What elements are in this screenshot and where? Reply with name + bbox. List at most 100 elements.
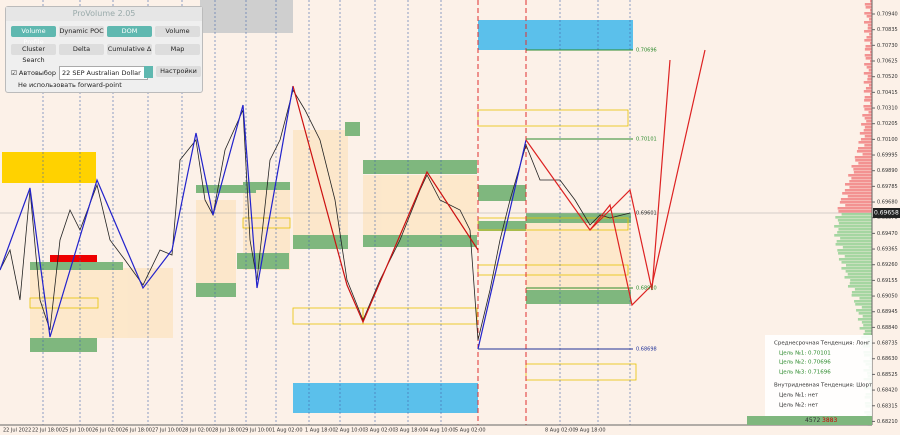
price-label: 0.68210 <box>877 419 898 425</box>
profile-bar <box>851 291 872 294</box>
price-label: 0.68945 <box>877 309 898 315</box>
profile-bar <box>865 87 872 90</box>
tool-button[interactable]: Delta <box>59 44 104 55</box>
profile-bar <box>869 33 872 36</box>
price-label: 0.69680 <box>877 200 898 206</box>
profile-bar <box>869 18 872 21</box>
profile-bar <box>844 189 872 192</box>
profile-bar <box>857 318 872 321</box>
settings-button[interactable]: Настройки <box>156 66 201 77</box>
tool-button[interactable]: Dynamic POC <box>59 26 104 37</box>
price-label: 0.69575 <box>877 215 898 221</box>
profile-bar <box>865 45 872 48</box>
profile-bar <box>842 246 872 249</box>
profile-bar <box>838 258 872 261</box>
profile-bar <box>863 129 872 132</box>
volume-bar <box>747 416 872 425</box>
time-label: 3 Aug 02:00 <box>365 428 396 434</box>
price-label: 0.69365 <box>877 247 898 253</box>
profile-bar <box>863 72 872 75</box>
profile-bar <box>838 228 872 231</box>
tool-button[interactable]: Cumulative Δ <box>107 44 152 55</box>
profile-bar <box>851 294 872 297</box>
profile-bar <box>849 180 872 183</box>
price-label: 0.68630 <box>877 356 898 362</box>
profile-bar <box>868 84 872 87</box>
price-label: 0.70520 <box>877 74 898 80</box>
profile-bar <box>847 285 872 288</box>
time-label: 22 Jul 2022 <box>3 428 31 434</box>
profile-bar <box>864 39 872 42</box>
price-path <box>0 88 631 341</box>
profile-bar <box>868 111 872 114</box>
profile-bar <box>864 12 872 15</box>
profile-bar <box>861 321 872 324</box>
profile-bar <box>861 306 872 309</box>
price-label: 0.70310 <box>877 106 898 112</box>
profile-bar <box>840 237 872 240</box>
tool-button[interactable]: Volume Profile <box>11 26 56 46</box>
profile-bar <box>867 27 872 30</box>
profile-bar <box>847 273 872 276</box>
time-label: 27 Jul 10:00 <box>152 428 182 434</box>
profile-bar <box>870 51 872 54</box>
dropdown-arrow[interactable] <box>144 66 153 78</box>
time-label: 26 Jul 18:00 <box>122 428 152 434</box>
profile-bar <box>870 42 872 45</box>
price-label: 0.70730 <box>877 43 898 49</box>
profile-bar <box>865 6 872 9</box>
profile-bar <box>856 150 872 153</box>
profile-bar <box>854 156 872 159</box>
price-label: 0.69260 <box>877 262 898 268</box>
time-label: 26 Jul 02:00 <box>92 428 122 434</box>
profile-bar <box>859 132 872 135</box>
time-label: 5 Aug 02:00 <box>455 428 486 434</box>
profile-bar <box>863 333 872 336</box>
profile-bar <box>841 261 872 264</box>
profile-bar <box>866 15 872 18</box>
price-label: 0.68315 <box>877 403 898 409</box>
profile-bar <box>859 327 872 330</box>
profile-bar <box>864 135 872 138</box>
price-label: 0.70100 <box>877 137 898 143</box>
tool-button[interactable]: Map <box>155 44 200 55</box>
profile-bar <box>849 282 872 285</box>
profile-bar <box>848 174 872 177</box>
time-label: 2 Aug 10:00 <box>335 428 366 434</box>
current-price: 0.69658 <box>874 210 899 217</box>
profile-bar <box>835 216 872 219</box>
profile-bar <box>860 138 872 141</box>
projection <box>525 49 706 307</box>
checkbox[interactable]: ☑ Автовыбор <box>11 69 57 77</box>
info-box <box>765 335 872 417</box>
zigzag-blue <box>0 85 294 338</box>
time-label: 4 Aug 10:00 <box>425 428 456 434</box>
profile-bar <box>867 78 872 81</box>
price-label: 0.69785 <box>877 184 898 190</box>
tool-button[interactable]: Cluster Search <box>11 44 56 64</box>
profile-bar <box>864 21 872 24</box>
tool-button[interactable]: Volume <box>155 26 200 37</box>
checkbox-label: Автовыбор <box>18 69 57 77</box>
profile-bar <box>836 240 872 243</box>
profile-bar <box>844 255 872 258</box>
tool-button[interactable]: DOM <box>107 26 152 37</box>
price-label: 0.69470 <box>877 231 898 237</box>
profile-bar <box>864 144 872 147</box>
profile-bar <box>870 60 872 63</box>
profile-bar <box>864 54 872 57</box>
time-label: 8 Aug 02:00 <box>545 428 576 434</box>
symbol-select[interactable]: 22 SEP Australian Dollar <box>59 66 148 80</box>
profile-bar <box>844 276 872 279</box>
profile-bar <box>864 108 872 111</box>
profile-bar <box>867 24 872 27</box>
profile-bar <box>865 57 872 60</box>
profile-bar <box>841 267 872 270</box>
profile-bar <box>858 312 872 315</box>
profile-bar <box>858 141 872 144</box>
profile-bar <box>842 192 872 195</box>
profile-bar <box>856 309 872 312</box>
time-label: 28 Jul 02:00 <box>182 428 212 434</box>
profile-bar <box>864 48 872 51</box>
volume-buy: 4572 <box>805 417 820 424</box>
